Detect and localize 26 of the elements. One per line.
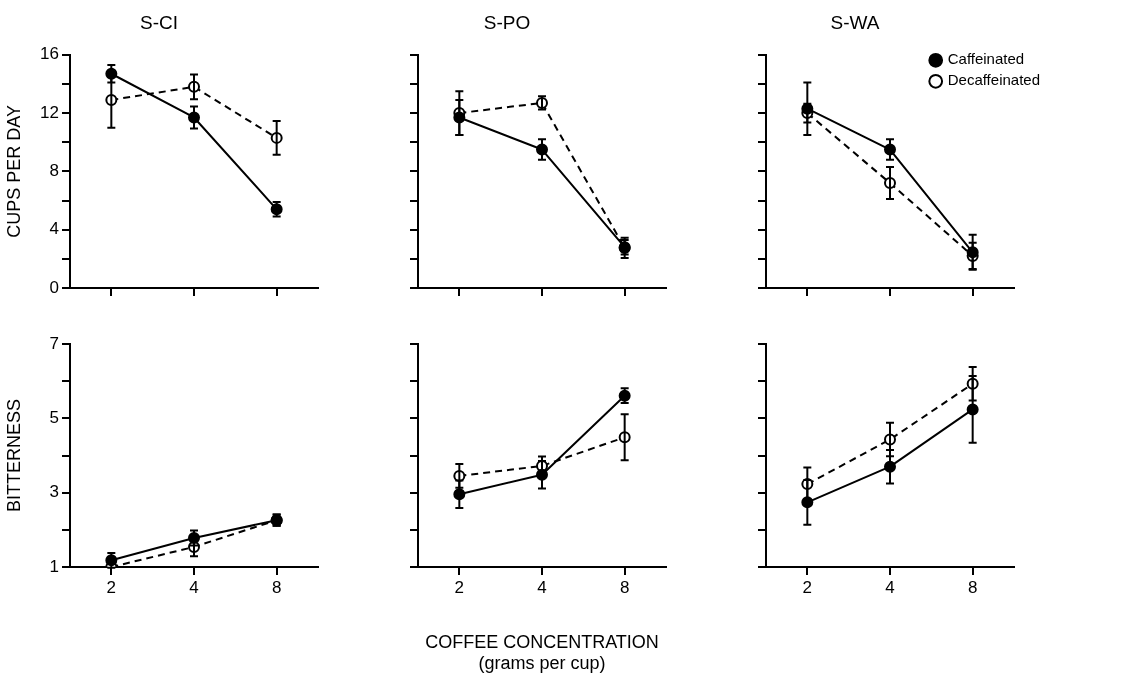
x-tick-label: 4 — [189, 577, 199, 597]
y-axis-title: BITTERNESS — [3, 398, 24, 513]
y-tick-label: 12 — [40, 102, 59, 122]
y-axis-title: CUPS PER DAY — [3, 105, 24, 238]
y-tick-label: 4 — [49, 219, 59, 239]
y-tick-label: 8 — [49, 161, 59, 181]
y-tick-label: 16 — [40, 44, 59, 64]
y-tick-label: 7 — [49, 333, 59, 353]
x-tick-label: 2 — [802, 577, 813, 597]
y-tick-label: 5 — [49, 408, 59, 428]
legend-label: Caffeinated — [947, 50, 1025, 68]
y-tick-label: 3 — [49, 482, 59, 502]
y-tick-label: 1 — [49, 556, 59, 576]
x-axis-title: COFFEE CONCENTRATION (grams per cup) — [425, 631, 659, 674]
chart-title: S-WA — [830, 11, 880, 33]
legend-label: Decaffeinated — [947, 71, 1040, 89]
x-tick-label: 4 — [537, 577, 547, 597]
x-tick-label: 2 — [454, 577, 465, 597]
x-tick-label: 2 — [106, 577, 117, 597]
x-tick-label: 8 — [619, 577, 630, 597]
x-tick-label: 8 — [967, 577, 978, 597]
x-tick-label: 8 — [271, 577, 282, 597]
y-tick-label: 0 — [49, 277, 59, 297]
chart-title: S-PO — [483, 11, 531, 33]
x-tick-label: 4 — [885, 577, 895, 597]
chart-title: S-CI — [140, 11, 178, 33]
